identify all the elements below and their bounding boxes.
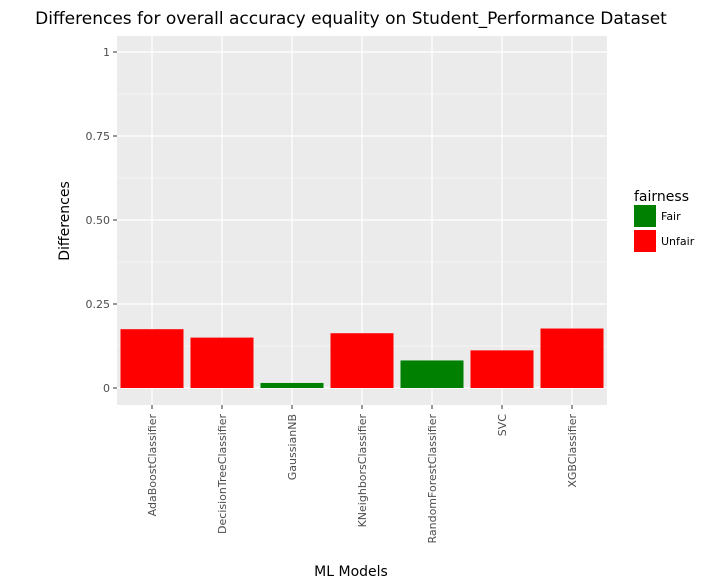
y-tick-label: 1 — [103, 46, 110, 59]
x-tick-label: SVC — [496, 414, 509, 437]
bar-xgbclassifier — [540, 328, 604, 388]
x-tick-label: RandomForestClassifier — [426, 414, 439, 544]
y-tick-label: 0 — [103, 382, 110, 395]
bar-kneighborsclassifier — [330, 333, 394, 388]
legend-key-unfair — [634, 230, 656, 252]
bar-svc — [470, 350, 534, 388]
bars-layer — [120, 328, 604, 388]
x-axis: AdaBoostClassifier DecisionTreeClassifier… — [146, 405, 579, 544]
legend-key-fair — [634, 205, 656, 227]
y-axis: 0 0.25 0.50 0.75 1 — [86, 46, 117, 395]
legend: fairness Fair Unfair — [634, 189, 695, 252]
legend-label-unfair: Unfair — [661, 235, 695, 248]
x-tick-label: KNeighborsClassifier — [356, 414, 369, 528]
bar-gaussiannb — [260, 382, 324, 388]
legend-label-fair: Fair — [661, 210, 681, 223]
y-axis-title: Differences — [57, 181, 73, 260]
legend-title: fairness — [634, 189, 689, 205]
x-tick-label: AdaBoostClassifier — [146, 414, 159, 517]
x-tick-label: XGBClassifier — [566, 414, 579, 488]
bar-decisiontreeclassifier — [190, 337, 254, 388]
y-tick-label: 0.75 — [86, 130, 111, 143]
bar-adaboostclassifier — [120, 329, 184, 388]
x-tick-label: GaussianNB — [286, 414, 299, 480]
x-tick-label: DecisionTreeClassifier — [216, 414, 229, 534]
y-tick-label: 0.25 — [86, 298, 111, 311]
bar-randomforestclassifier — [400, 360, 464, 388]
chart-title: Differences for overall accuracy equalit… — [35, 9, 667, 29]
y-tick-label: 0.50 — [86, 214, 111, 227]
x-axis-title: ML Models — [314, 564, 388, 580]
